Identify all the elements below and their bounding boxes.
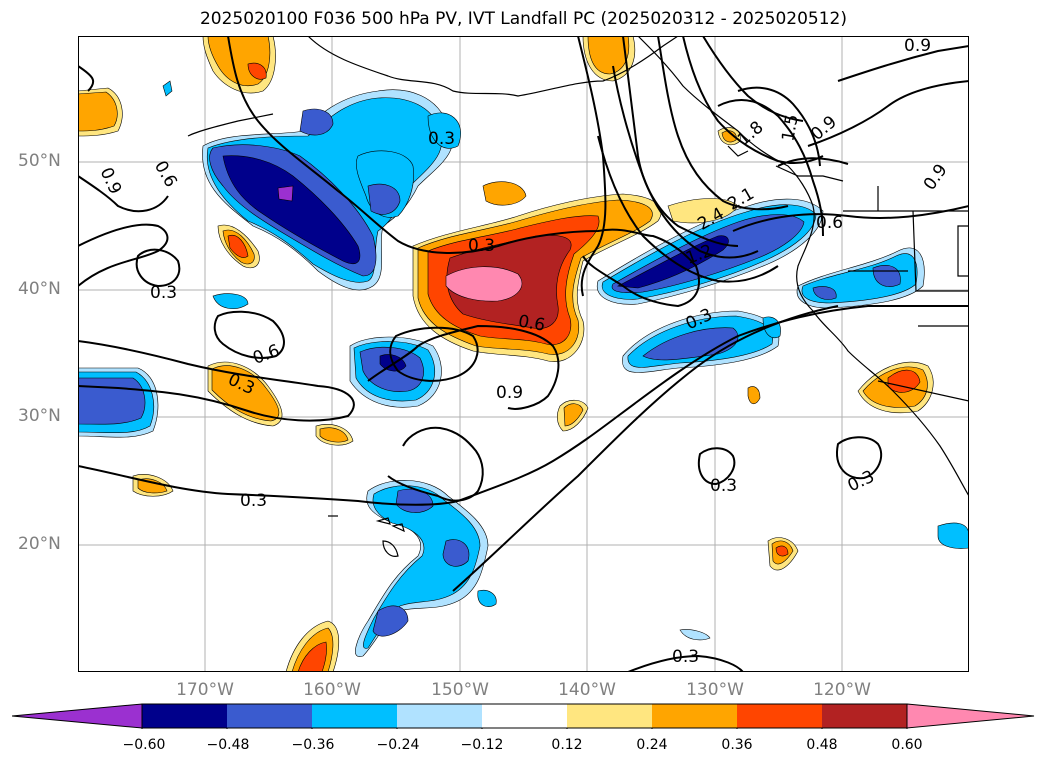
- colorbar-tick-label: −0.48: [206, 737, 250, 753]
- lon-label-120w: 120°W: [813, 680, 871, 700]
- colorbar-over-arrow: [906, 703, 1035, 729]
- colorbar-tick-label: 0.36: [721, 737, 753, 753]
- lat-label-20n: 20°N: [18, 534, 61, 554]
- colorbar-tick-label: −0.36: [291, 737, 335, 753]
- negative-pc-region-hawaii: [355, 480, 711, 657]
- colorbar-tick-label: −0.12: [460, 737, 504, 753]
- colorbar-tick-label: 0.48: [806, 737, 838, 753]
- negative-pc-region-central: [349, 336, 442, 408]
- contour-label: 0.3: [672, 647, 699, 667]
- contour-label: 0.9: [96, 165, 126, 198]
- colorbar-swatch: [822, 704, 907, 728]
- lon-label-140w: 140°W: [558, 680, 616, 700]
- contour-label: 0.3: [428, 129, 455, 149]
- colorbar-tick-label: 0.24: [636, 737, 668, 753]
- colorbar-swatch: [567, 704, 652, 728]
- contour-label: 0.6: [250, 341, 282, 369]
- colorbar-swatch: [652, 704, 737, 728]
- contour-label: 0.6: [816, 213, 843, 233]
- lat-label-50n: 50°N: [18, 151, 61, 171]
- contour-label: 0.9: [904, 36, 931, 56]
- contour-label: 0.9: [807, 112, 841, 145]
- colorbar-swatch: [397, 704, 482, 728]
- contour-label: 0.3: [240, 491, 267, 511]
- lat-label-40n: 40°N: [18, 279, 61, 299]
- colorbar-tick-label: 0.12: [551, 737, 583, 753]
- colorbar-tick-label: −0.24: [376, 737, 420, 753]
- contour-label: 0.3: [845, 467, 878, 497]
- colorbar-under-arrow: [12, 703, 143, 729]
- colorbar-swatch: [482, 704, 567, 728]
- positive-pc-region-misc: [78, 36, 934, 672]
- contour-label: 0.3: [710, 476, 737, 496]
- coastlines: [187, 36, 969, 557]
- contour-label: 0.9: [496, 383, 523, 403]
- lat-label-30n: 30°N: [18, 406, 61, 426]
- negative-pc-region-north-pacific: [202, 89, 461, 291]
- lon-label-170w: 170°W: [176, 680, 234, 700]
- colorbar: [12, 703, 1035, 729]
- colorbar-swatch: [142, 704, 227, 728]
- contour-label: 0.3: [468, 236, 495, 256]
- negative-pc-region-west: [78, 367, 159, 438]
- negative-pc-region-northeast-pacific: [162, 80, 969, 549]
- contour-label: 0.9: [920, 160, 952, 194]
- contour-label: 1.5: [778, 113, 802, 143]
- contour-label: 0.3: [150, 283, 177, 303]
- contour-labels: 0.9 0.9 0.9 1.5 0.6 0.6 0.3 0.9 0.3 0.3 …: [96, 36, 952, 667]
- contour-label: 1.8: [734, 117, 768, 150]
- contour-lines: [78, 36, 969, 672]
- lon-label-150w: 150°W: [431, 680, 489, 700]
- map-panel: 0.9 0.9 0.9 1.5 0.6 0.6 0.3 0.9 0.3 0.3 …: [78, 36, 969, 672]
- lon-label-160w: 160°W: [303, 680, 361, 700]
- colorbar-swatch: [227, 704, 312, 728]
- colorbar-tick-label: −0.60: [122, 737, 166, 753]
- colorbar-swatch: [312, 704, 397, 728]
- lon-label-130w: 130°W: [686, 680, 744, 700]
- positive-pc-region-central: [412, 181, 662, 362]
- map-frame: [78, 36, 969, 672]
- colorbar-swatch: [737, 704, 822, 728]
- colorbar-tick-label: 0.60: [891, 737, 923, 753]
- contour-label: 0.6: [517, 311, 547, 335]
- map-title: 2025020100 F036 500 hPa PV, IVT Landfall…: [199, 9, 847, 29]
